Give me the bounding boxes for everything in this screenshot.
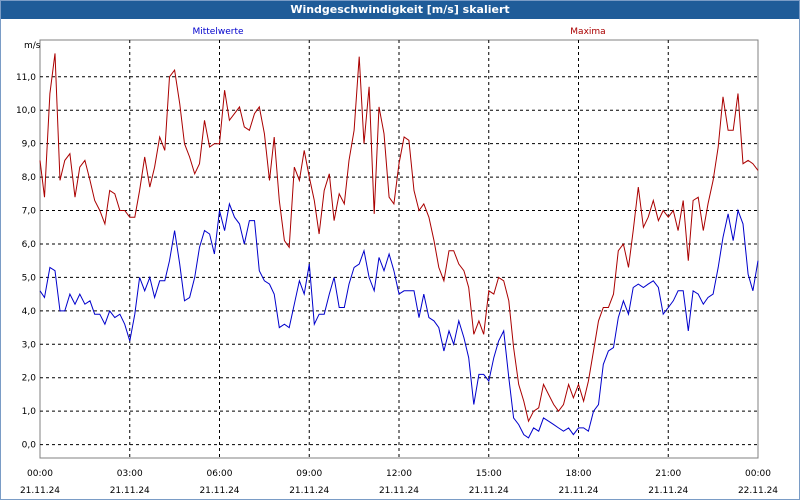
x-tick-date: 21.11.24 — [558, 486, 598, 496]
x-tick-time: 03:00 — [117, 469, 143, 479]
x-axis-ticks: 00:00 21.11.24 03:00 21.11.24 06:00 21.11.24 0… — [20, 469, 778, 496]
x-tick-time: 06:00 — [207, 469, 233, 479]
x-tick-date: 21.11.24 — [110, 486, 150, 496]
x-tick-time: 21:00 — [655, 469, 681, 479]
x-tick-date: 21.11.24 — [648, 486, 688, 496]
y-axis-label: m/s — [24, 41, 41, 51]
y-tick-label: 0,0 — [22, 441, 37, 451]
x-tick-date: 21.11.24 — [469, 486, 509, 496]
x-tick-time: 18:00 — [566, 469, 592, 479]
y-tick-label: 3,0 — [22, 340, 37, 350]
y-tick-label: 7,0 — [22, 207, 37, 217]
series-line-mittelwerte — [39, 202, 759, 439]
x-tick-time: 15:00 — [476, 469, 502, 479]
series-line-maxima — [39, 53, 759, 423]
x-tick-time: 00:00 — [745, 469, 771, 479]
legend-mittelwerte: Mittelwerte — [192, 27, 243, 37]
x-tick-date: 21.11.24 — [199, 486, 239, 496]
x-tick-time: 00:00 — [27, 469, 53, 479]
y-tick-label: 1,0 — [22, 407, 37, 417]
y-tick-label: 2,0 — [22, 374, 37, 384]
y-tick-label: 8,0 — [22, 173, 37, 183]
y-tick-label: 4,0 — [22, 307, 37, 317]
chart-title: Windgeschwindigkeit [m/s] skaliert — [1, 1, 799, 19]
series-lines — [39, 53, 759, 439]
grid-lines — [40, 40, 758, 458]
x-tick-date: 21.11.24 — [379, 486, 419, 496]
y-tick-label: 10,0 — [16, 106, 36, 116]
y-tick-label: 5,0 — [22, 273, 37, 283]
x-tick-time: 09:00 — [296, 469, 322, 479]
x-tick-date: 22.11.24 — [738, 486, 778, 496]
x-tick-date: 21.11.24 — [289, 486, 329, 496]
y-tick-label: 9,0 — [22, 140, 37, 150]
x-tick-date: 21.11.24 — [20, 486, 60, 496]
legend-maxima: Maxima — [570, 27, 605, 37]
y-tick-label: 11,0 — [16, 73, 36, 83]
x-tick-time: 12:00 — [386, 469, 412, 479]
y-tick-label: 6,0 — [22, 240, 37, 250]
y-axis-ticks: 0,0 1,0 2,0 3,0 4,0 5,0 6,0 7,0 8,0 9,0 10,0 11,0 — [16, 73, 36, 451]
